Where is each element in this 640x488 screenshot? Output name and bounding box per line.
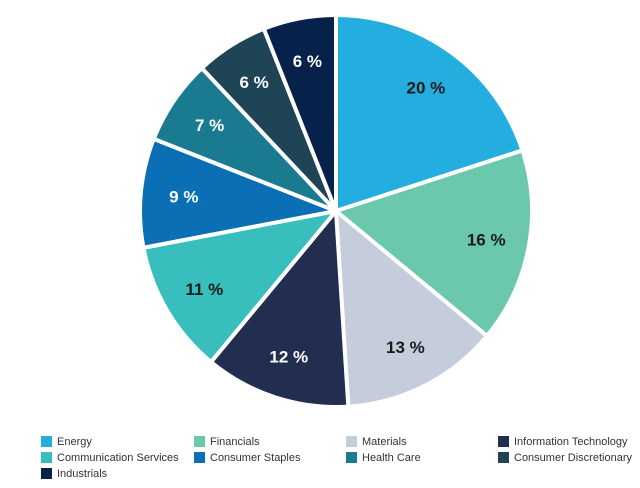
legend: Energy Financials Materials Information Tec…	[41, 436, 632, 480]
data-label-information-technology: 12 %	[269, 347, 308, 366]
pie-slice-energy[interactable]	[334, 13, 525, 213]
legend-item-financials[interactable]: Financials	[194, 436, 260, 448]
legend-item-communication-services[interactable]: Communication Services	[41, 452, 179, 464]
data-label-financials: 16 %	[467, 231, 506, 250]
pie-slice-financials[interactable]	[334, 148, 534, 338]
legend-swatch-industrials	[41, 468, 52, 479]
legend-swatch-energy	[41, 436, 52, 447]
legend-item-health-care[interactable]: Health Care	[346, 452, 421, 464]
legend-swatch-consumer-discretionary	[498, 452, 509, 463]
legend-swatch-information-technology	[498, 436, 509, 447]
legend-label-information-technology: Information Technology	[514, 436, 628, 448]
legend-item-materials[interactable]: Materials	[346, 436, 407, 448]
data-label-consumer-discretionary: 6 %	[239, 73, 268, 92]
legend-swatch-consumer-staples	[194, 452, 205, 463]
legend-label-energy: Energy	[57, 436, 92, 448]
legend-swatch-health-care	[346, 452, 357, 463]
pie-slice-materials[interactable]	[334, 209, 490, 409]
data-label-materials: 13 %	[386, 338, 425, 357]
legend-label-health-care: Health Care	[362, 452, 421, 464]
pie-slice-industrials[interactable]	[261, 13, 338, 213]
pie-slice-communication-services[interactable]	[141, 209, 338, 365]
data-label-health-care: 7 %	[195, 116, 224, 135]
legend-item-consumer-staples[interactable]: Consumer Staples	[194, 452, 301, 464]
data-label-consumer-staples: 9 %	[169, 188, 198, 207]
data-label-energy: 20 %	[407, 78, 446, 97]
legend-swatch-communication-services	[41, 452, 52, 463]
legend-swatch-financials	[194, 436, 205, 447]
legend-swatch-materials	[346, 436, 357, 447]
legend-label-consumer-discretionary: Consumer Discretionary	[514, 452, 632, 464]
legend-item-consumer-discretionary[interactable]: Consumer Discretionary	[498, 452, 632, 464]
legend-item-information-technology[interactable]: Information Technology	[498, 436, 628, 448]
legend-label-industrials: Industrials	[57, 468, 108, 480]
pie-slices	[138, 13, 534, 409]
data-label-industrials: 6 %	[293, 52, 322, 71]
pie-labels: 20 % 16 % 13 % 12 % 11 % 9 % 7 % 6 % 6 %	[169, 52, 505, 367]
legend-label-financials: Financials	[210, 436, 260, 448]
pie-slice-information-technology[interactable]	[209, 209, 351, 409]
pie-slice-consumer-staples[interactable]	[138, 136, 338, 250]
legend-item-industrials[interactable]: Industrials	[41, 468, 108, 480]
data-label-communication-services: 11 %	[185, 280, 223, 299]
legend-label-consumer-staples: Consumer Staples	[210, 452, 301, 464]
legend-label-materials: Materials	[362, 436, 407, 448]
legend-label-communication-services: Communication Services	[57, 452, 179, 464]
legend-item-energy[interactable]: Energy	[41, 436, 92, 448]
